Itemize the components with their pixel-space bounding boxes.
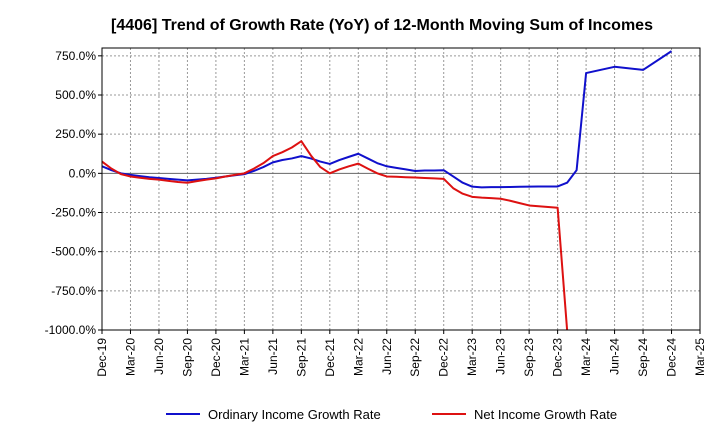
legend-ordinary-label: Ordinary Income Growth Rate (208, 407, 381, 422)
y-tick-label: -500.0% (51, 245, 96, 259)
x-tick-label: Mar-20 (123, 338, 137, 376)
x-tick-label: Sep-23 (522, 338, 536, 377)
y-tick-label: 250.0% (55, 127, 96, 141)
x-tick-label: Dec-24 (665, 338, 679, 377)
grid-layer (101, 48, 701, 331)
x-tick-label: Jun-20 (152, 338, 166, 375)
x-tick-label: Sep-24 (636, 338, 650, 377)
y-tick-label: -250.0% (51, 206, 96, 220)
x-tick-label: Sep-21 (294, 338, 308, 377)
chart-title: [4406] Trend of Growth Rate (YoY) of 12-… (111, 17, 653, 34)
x-tick-label: Dec-23 (551, 338, 565, 377)
net-income-growth-line (102, 140, 569, 331)
x-tick-label: Sep-20 (180, 338, 194, 377)
ordinary-income-growth-line (102, 50, 673, 189)
y-tick-label: 0.0% (69, 166, 97, 180)
x-tick-label: Dec-20 (209, 338, 223, 377)
x-tick-label: Dec-19 (95, 338, 109, 377)
legend: Ordinary Income Growth Rate Net Income Gr… (166, 407, 617, 422)
x-tick-label: Mar-22 (351, 338, 365, 376)
x-tick-label: Mar-24 (579, 338, 593, 376)
x-tick-label: Dec-22 (437, 338, 451, 377)
x-tick-label: Jun-22 (380, 338, 394, 375)
y-tick-label: -1000.0% (45, 323, 97, 337)
plot-frame (101, 47, 701, 331)
x-tick-label: Jun-24 (608, 338, 622, 375)
x-tick-label: Mar-21 (237, 338, 251, 376)
x-tick-label: Jun-21 (266, 338, 280, 375)
y-tick-label: 500.0% (55, 88, 96, 102)
y-tick-label: 750.0% (55, 49, 96, 63)
x-tick-label: Sep-22 (408, 338, 422, 377)
x-axis-ticks: Dec-19 Mar-20 Jun-20 Sep-20 Dec-20 Mar-21 Jun-… (95, 330, 707, 377)
series-layer (102, 50, 673, 331)
x-tick-label: Mar-23 (465, 338, 479, 376)
axis-layer (101, 47, 701, 331)
legend-net-label: Net Income Growth Rate (474, 407, 617, 422)
y-axis-ticks: 750.0% 500.0% 250.0% 0.0% -250.0% -500.0% -750… (45, 49, 102, 337)
x-tick-label: Jun-23 (494, 338, 508, 375)
x-tick-label: Mar-25 (693, 338, 707, 376)
y-tick-label: -750.0% (51, 284, 96, 298)
x-tick-label: Dec-21 (323, 338, 337, 377)
